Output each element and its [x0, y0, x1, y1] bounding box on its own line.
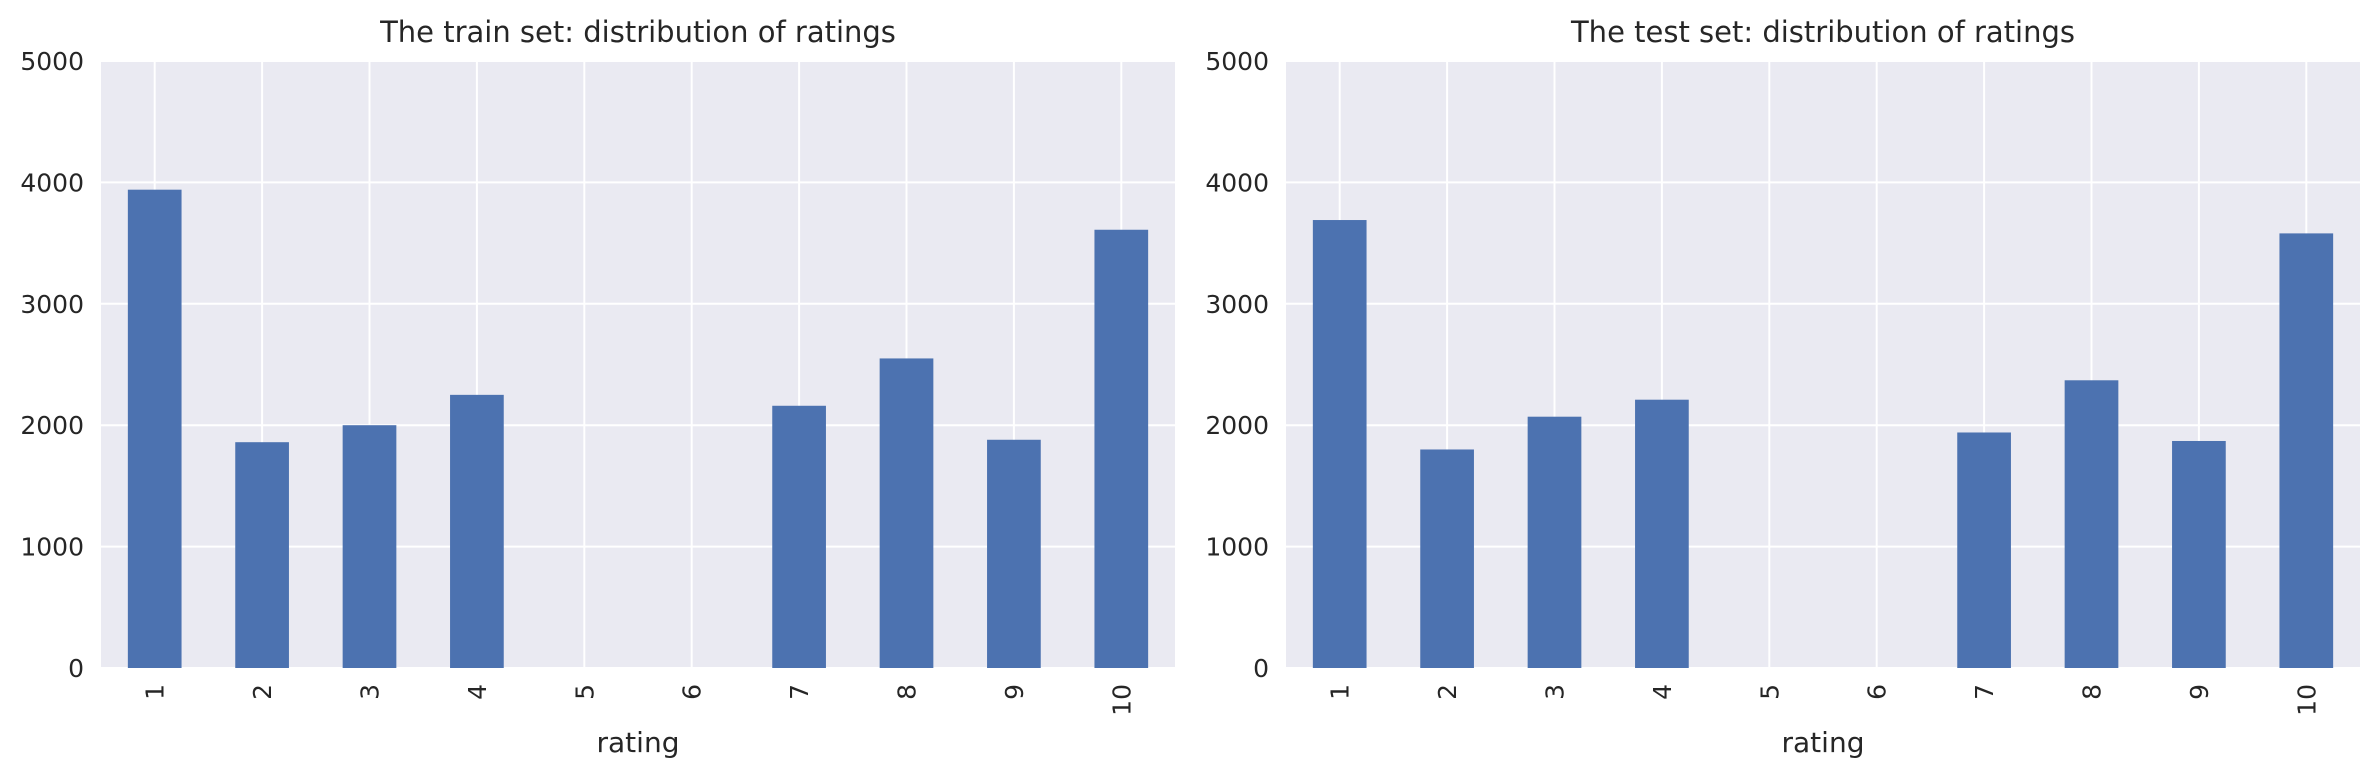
- train-chart-title: The train set: distribution of ratings: [379, 15, 896, 49]
- test-x-axis-label: rating: [1782, 726, 1865, 759]
- train-bar-10: [1094, 229, 1149, 668]
- test-bar-3: [1527, 416, 1582, 668]
- train-bar-4: [450, 394, 504, 668]
- test-xtick-label: 6: [1863, 684, 1892, 700]
- test-bar-9: [2172, 440, 2226, 668]
- test-ytick-label: 2000: [1205, 411, 1269, 440]
- train-xtick-label: 5: [570, 684, 599, 700]
- train-xtick-label: 1: [141, 684, 170, 700]
- test-xtick-label: 1: [1326, 684, 1355, 700]
- test-xtick-label: 9: [2185, 684, 2214, 700]
- train-chart: 0 1000 2000 3000 4000 5000 1 2 3 4 5 6 7 8 9 10 The trai…: [20, 15, 1175, 759]
- test-chart: 0 1000 2000 3000 4000 5000 1 2 3 4 5 6 7 8 9 10 The test…: [1205, 15, 2360, 759]
- test-xtick-label: 4: [1648, 684, 1677, 700]
- train-xtick-label: 6: [678, 684, 707, 700]
- train-ytick-label: 2000: [20, 411, 84, 440]
- train-xtick-label: 8: [893, 684, 922, 700]
- test-xtick-label: 3: [1541, 684, 1570, 700]
- test-bar-4: [1635, 399, 1689, 668]
- train-bar-1: [127, 189, 182, 668]
- train-bar-8: [879, 358, 934, 668]
- train-bar-7: [772, 405, 826, 668]
- test-ytick-label: 3000: [1205, 290, 1269, 319]
- test-xtick-label: 5: [1755, 684, 1784, 700]
- test-chart-title: The test set: distribution of ratings: [1570, 15, 2075, 49]
- train-ytick-label: 1000: [20, 533, 84, 562]
- train-xtick-label: 2: [248, 684, 277, 700]
- test-bar-10: [2279, 233, 2334, 668]
- train-ytick-label: 5000: [20, 47, 84, 76]
- test-bar-1: [1312, 220, 1367, 668]
- train-xtick-label: 3: [356, 684, 385, 700]
- train-ytick-label: 0: [68, 654, 84, 683]
- train-bar-2: [235, 442, 289, 668]
- train-bar-3: [342, 425, 397, 668]
- test-xtick-label: 8: [2078, 684, 2107, 700]
- test-bar-7: [1957, 432, 2011, 668]
- train-xtick-label: 7: [785, 684, 814, 700]
- train-x-axis-label: rating: [597, 726, 680, 759]
- test-bar-2: [1420, 449, 1474, 668]
- train-xtick-label: 9: [1000, 684, 1029, 700]
- test-ytick-label: 4000: [1205, 168, 1269, 197]
- test-xtick-label: 10: [2292, 684, 2321, 716]
- test-ytick-label: 5000: [1205, 47, 1269, 76]
- train-xtick-label: 10: [1107, 684, 1136, 716]
- train-xtick-label: 4: [463, 684, 492, 700]
- train-ytick-label: 3000: [20, 290, 84, 319]
- test-xtick-label: 7: [1970, 684, 1999, 700]
- test-ytick-label: 0: [1253, 654, 1269, 683]
- train-bar-9: [987, 439, 1041, 668]
- test-bar-8: [2064, 380, 2119, 668]
- train-ytick-label: 4000: [20, 168, 84, 197]
- test-xtick-label: 2: [1433, 684, 1462, 700]
- test-ytick-label: 1000: [1205, 533, 1269, 562]
